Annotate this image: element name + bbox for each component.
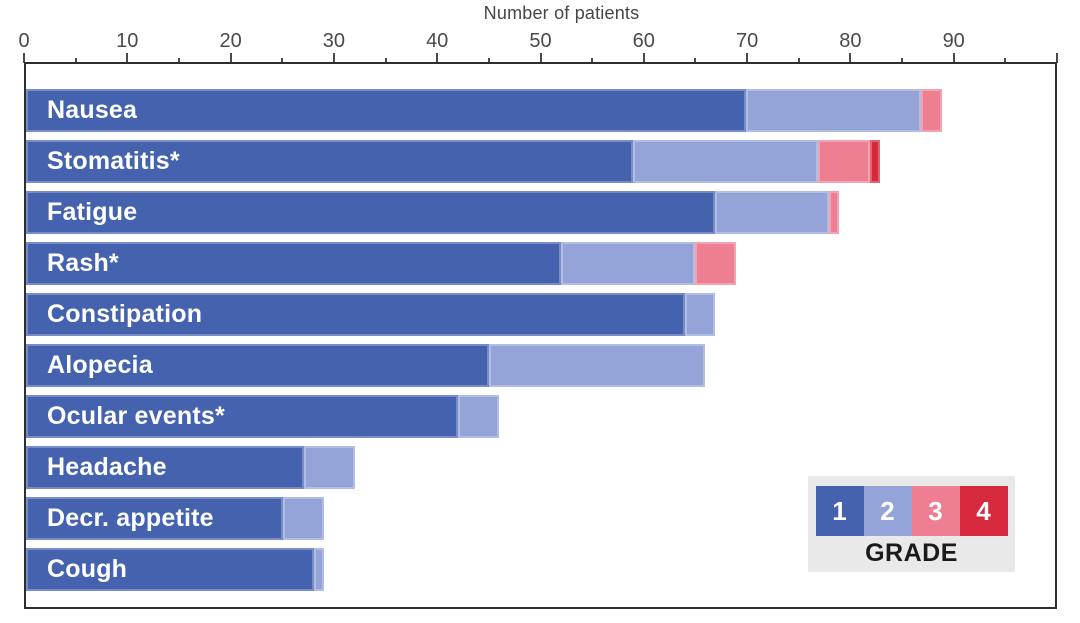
x-axis-minor-tick: [591, 58, 594, 63]
bar-row: Alopecia: [26, 344, 1055, 387]
x-axis-tick-label: 0: [18, 30, 30, 52]
category-label: Nausea: [47, 95, 138, 124]
bar-segment-grade-4: [869, 140, 881, 183]
bar-segment-grade-2: [314, 548, 325, 591]
bar-segment-grade-3: [694, 242, 736, 285]
legend-swatch-grade-4: 4: [959, 486, 1008, 536]
x-axis-major-tick: [332, 53, 335, 63]
bar-segment-grade-3: [818, 140, 870, 183]
bar-segment-grade-1: [26, 497, 284, 540]
x-axis-major-tick: [642, 53, 645, 63]
bar-segment-grade-1: [26, 344, 490, 387]
bar-row: Rash*: [26, 242, 1055, 285]
bar-segment-grade-1: [26, 293, 685, 336]
bar-segment-grade-2: [633, 140, 819, 183]
bar-row: Nausea: [26, 89, 1055, 132]
x-axis-minor-tick: [901, 58, 904, 63]
bar-row: Stomatitis*: [26, 140, 1055, 183]
bar-segment-grade-2: [561, 242, 695, 285]
category-label: Cough: [47, 554, 128, 583]
bar-segment-grade-3: [828, 191, 839, 234]
x-axis-tick-label: 30: [322, 30, 346, 52]
plot-area: Nausea Stomatitis* Fatigue Rash* Constipatio…: [24, 62, 1057, 609]
x-axis-tick-label: 80: [839, 30, 862, 52]
x-axis-minor-tick: [1004, 58, 1007, 63]
bar-row: Cough: [26, 548, 1055, 591]
category-label: Decr. appetite: [47, 503, 214, 532]
bar-segment-grade-1: [26, 89, 747, 132]
bar-row: Ocular events*: [26, 395, 1055, 438]
legend-title: GRADE: [865, 539, 958, 567]
category-label: Fatigue: [47, 197, 138, 226]
bar-segment-grade-2: [458, 395, 500, 438]
bar-segment-grade-2: [746, 89, 922, 132]
bar-segment-grade-2: [303, 446, 356, 489]
x-axis-tick-label: 40: [426, 30, 449, 52]
x-axis-major-tick: [952, 53, 955, 63]
x-axis-tick-label: 90: [942, 30, 965, 52]
category-label: Stomatitis*: [47, 146, 180, 175]
x-axis-major-tick: [746, 53, 749, 63]
x-axis-major-tick: [1056, 53, 1058, 63]
bar-segment-grade-1: [26, 395, 459, 438]
category-label: Ocular events*: [47, 401, 225, 430]
legend-swatch-grade-1: 1: [815, 486, 864, 536]
bar-segment-grade-3: [921, 89, 942, 132]
x-axis-minor-tick: [797, 58, 800, 63]
x-axis-tick-label: 70: [735, 30, 759, 52]
x-axis-minor-tick: [384, 58, 387, 63]
category-label: Alopecia: [47, 350, 153, 379]
bar-row: Fatigue: [26, 191, 1055, 234]
legend-swatch-grade-3: 3: [911, 486, 960, 536]
legend-swatch-grade-2: 2: [863, 486, 912, 536]
bar-segment-grade-1: [26, 242, 562, 285]
bar-segment-grade-1: [26, 446, 304, 489]
category-label: Constipation: [47, 299, 203, 328]
bar-segment-grade-1: [26, 140, 634, 183]
category-label: Rash*: [47, 248, 119, 277]
x-axis-major-tick: [539, 53, 542, 63]
x-axis-minor-tick: [694, 58, 697, 63]
bar-segment-grade-2: [715, 191, 829, 234]
x-axis-minor-tick: [74, 58, 77, 63]
x-axis: 0 10 20 30 40 50 60 70 80 90: [18, 28, 1058, 63]
x-axis-tick-label: 60: [632, 30, 655, 52]
bar-row: Decr. appetite: [26, 497, 1055, 540]
x-axis-minor-tick: [487, 58, 490, 63]
bar-row: Headache: [26, 446, 1055, 489]
bar-segment-grade-2: [283, 497, 325, 540]
x-axis-tick-label: 10: [116, 30, 139, 52]
x-axis-title: Number of patients: [483, 3, 640, 23]
x-axis-minor-tick: [177, 58, 180, 63]
bar-row: Constipation: [26, 293, 1055, 336]
x-axis-major-tick: [436, 53, 439, 63]
x-axis-minor-tick: [281, 58, 284, 63]
x-axis-tick-label: 20: [219, 30, 242, 52]
x-axis-major-tick: [126, 53, 129, 63]
x-axis-major-tick: [23, 53, 25, 63]
category-label: Headache: [47, 452, 167, 481]
bar-segment-grade-1: [26, 548, 315, 591]
bar-segment-grade-1: [26, 191, 716, 234]
x-axis-major-tick: [229, 53, 232, 63]
x-axis-tick-label: 50: [529, 30, 552, 52]
x-axis-major-tick: [849, 53, 852, 63]
bar-segment-grade-2: [489, 344, 706, 387]
bar-segment-grade-2: [684, 293, 716, 336]
